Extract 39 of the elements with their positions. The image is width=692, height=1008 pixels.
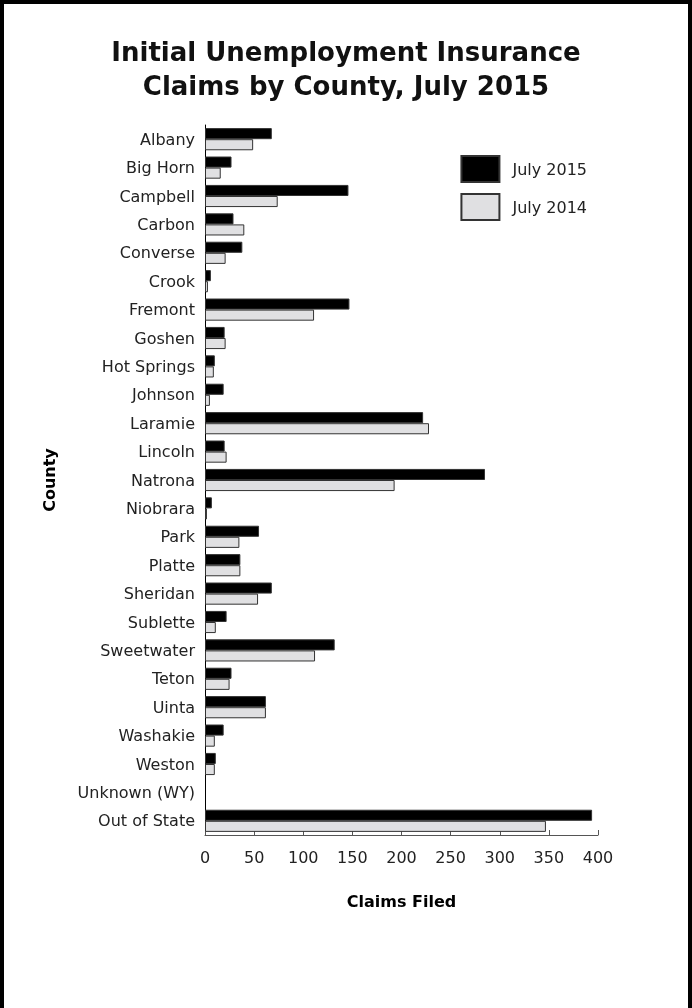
y-tick-label: Washakie bbox=[118, 726, 195, 746]
y-tick-label: Uinta bbox=[152, 697, 195, 717]
y-tick-label: Albany bbox=[140, 129, 195, 149]
y-tick-label: Carbon bbox=[137, 214, 195, 234]
y-tick-label: Park bbox=[160, 527, 196, 547]
y-tick-label: Weston bbox=[135, 754, 195, 774]
y-tick-label: Unknown (WY) bbox=[77, 782, 195, 802]
x-tick-label: 100 bbox=[287, 847, 319, 867]
y-tick-label: Goshen bbox=[134, 328, 195, 348]
x-tick-label: 200 bbox=[386, 847, 417, 867]
y-tick-label: Sheridan bbox=[123, 584, 195, 604]
y-tick-label: Platte bbox=[148, 555, 195, 575]
y-tick-label: Sublette bbox=[127, 612, 195, 632]
x-tick-label: 0 bbox=[199, 847, 211, 867]
y-tick-label: Teton bbox=[150, 669, 195, 689]
y-tick-label: Natrona bbox=[130, 470, 195, 490]
y-tick-label: Johnson bbox=[130, 385, 195, 405]
y-tick-label: Fremont bbox=[129, 300, 195, 320]
y-tick-label: Crook bbox=[148, 271, 196, 291]
y-tick-label: Lincoln bbox=[138, 442, 195, 462]
x-tick-label: 300 bbox=[484, 847, 516, 867]
y-tick-label: Campbell bbox=[119, 186, 195, 206]
x-tick-label: 400 bbox=[582, 847, 614, 867]
y-axis-title: County bbox=[39, 447, 59, 512]
y-tick-label: Converse bbox=[119, 243, 195, 263]
x-axis-title: Claims Filed bbox=[346, 891, 457, 911]
y-tick-label: Out of State bbox=[98, 811, 195, 831]
x-tick-label: 350 bbox=[533, 847, 565, 867]
y-tick-label: Big Horn bbox=[126, 158, 195, 178]
y-tick-label: Laramie bbox=[130, 413, 195, 433]
y-tick-label: Hot Springs bbox=[101, 356, 195, 376]
y-tick-label: Sweetwater bbox=[100, 640, 196, 660]
y-tick-label: Niobrara bbox=[125, 498, 195, 518]
x-tick-label: 50 bbox=[243, 847, 265, 867]
legend-label: July 2015 bbox=[511, 159, 587, 179]
x-tick-label: 250 bbox=[435, 847, 466, 867]
chart-title: Initial Unemployment Insurance Claims by County, July 2015 bbox=[111, 37, 581, 101]
legend-label: July 2014 bbox=[511, 197, 587, 217]
x-tick-label: 150 bbox=[337, 847, 368, 867]
